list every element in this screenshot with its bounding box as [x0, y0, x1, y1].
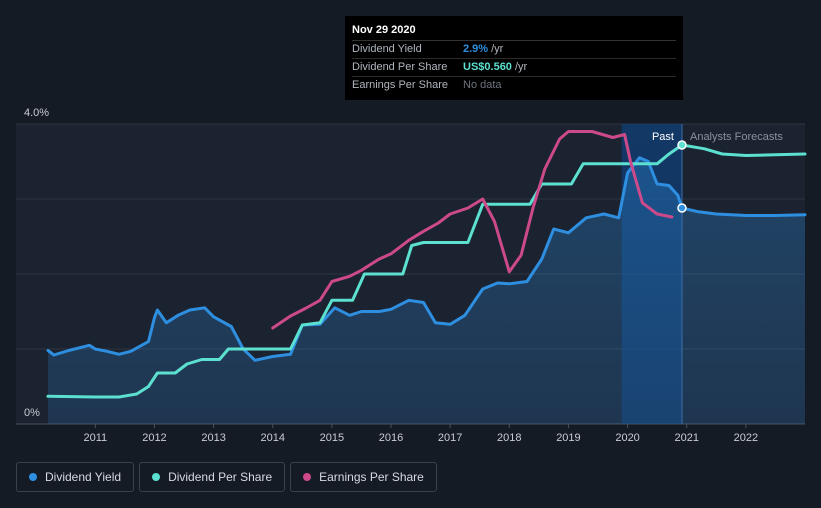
x-tick-label: 2017	[438, 432, 462, 444]
tooltip-label: Earnings Per Share	[352, 79, 448, 91]
legend-dot-icon	[303, 473, 312, 481]
y-axis-bottom-label: 0%	[24, 407, 40, 419]
past-label: Past	[652, 131, 674, 143]
tooltip-date: Nov 29 2020	[352, 24, 676, 41]
x-tick-label: 2022	[734, 432, 758, 444]
x-tick-label: 2018	[497, 432, 521, 444]
legend-item-dividend-per-share[interactable]: Dividend Per Share	[139, 462, 286, 492]
legend-item-dividend-yield[interactable]: Dividend Yield	[16, 462, 135, 492]
legend: Dividend Yield Dividend Per Share Earnin…	[16, 462, 437, 492]
tooltip-unit: /yr	[491, 43, 504, 55]
tooltip: Nov 29 2020 Dividend Yield 2.9% /yr Divi…	[345, 16, 683, 100]
tooltip-row-dividend-per-share: Dividend Per Share US$0.560 /yr	[352, 59, 676, 77]
x-tick-label: 2015	[320, 432, 344, 444]
x-tick-label: 2011	[83, 432, 107, 444]
tooltip-unit: /yr	[514, 61, 528, 73]
legend-dot-icon	[29, 473, 37, 481]
tooltip-label: Dividend Yield	[352, 43, 422, 55]
marker-dividend-yield	[677, 203, 687, 213]
series-line-dividend-yield	[46, 156, 807, 362]
marker-dividend-per-share	[677, 140, 687, 150]
x-tick-label: 2012	[142, 432, 166, 444]
legend-label: Dividend Per Share	[168, 470, 273, 484]
y-axis-top-label: 4.0%	[24, 107, 49, 119]
tooltip-value: No data	[463, 79, 502, 91]
tooltip-value: US$0.560	[463, 61, 512, 73]
series-line-earnings-per-share	[271, 130, 674, 330]
analysts-forecasts-label: Analysts Forecasts	[690, 131, 783, 143]
x-tick-label: 2021	[674, 432, 698, 444]
legend-item-earnings-per-share[interactable]: Earnings Per Share	[290, 462, 437, 492]
tooltip-row-earnings-per-share: Earnings Per Share No data	[352, 77, 676, 94]
tooltip-label: Dividend Per Share	[352, 61, 448, 73]
tooltip-row-dividend-yield: Dividend Yield 2.9% /yr	[352, 41, 676, 59]
series-line-dividend-per-share	[46, 143, 807, 399]
legend-label: Dividend Yield	[45, 470, 122, 484]
x-tick-label: 2016	[379, 432, 403, 444]
x-tick-label: 2020	[615, 432, 639, 444]
legend-label: Earnings Per Share	[319, 470, 424, 484]
x-tick-label: 2014	[260, 432, 284, 444]
tooltip-value: 2.9%	[463, 43, 489, 55]
x-tick-label: 2019	[556, 432, 580, 444]
x-tick-label: 2013	[201, 432, 225, 444]
dividend-yield-area	[48, 157, 805, 425]
legend-dot-icon	[152, 473, 161, 481]
